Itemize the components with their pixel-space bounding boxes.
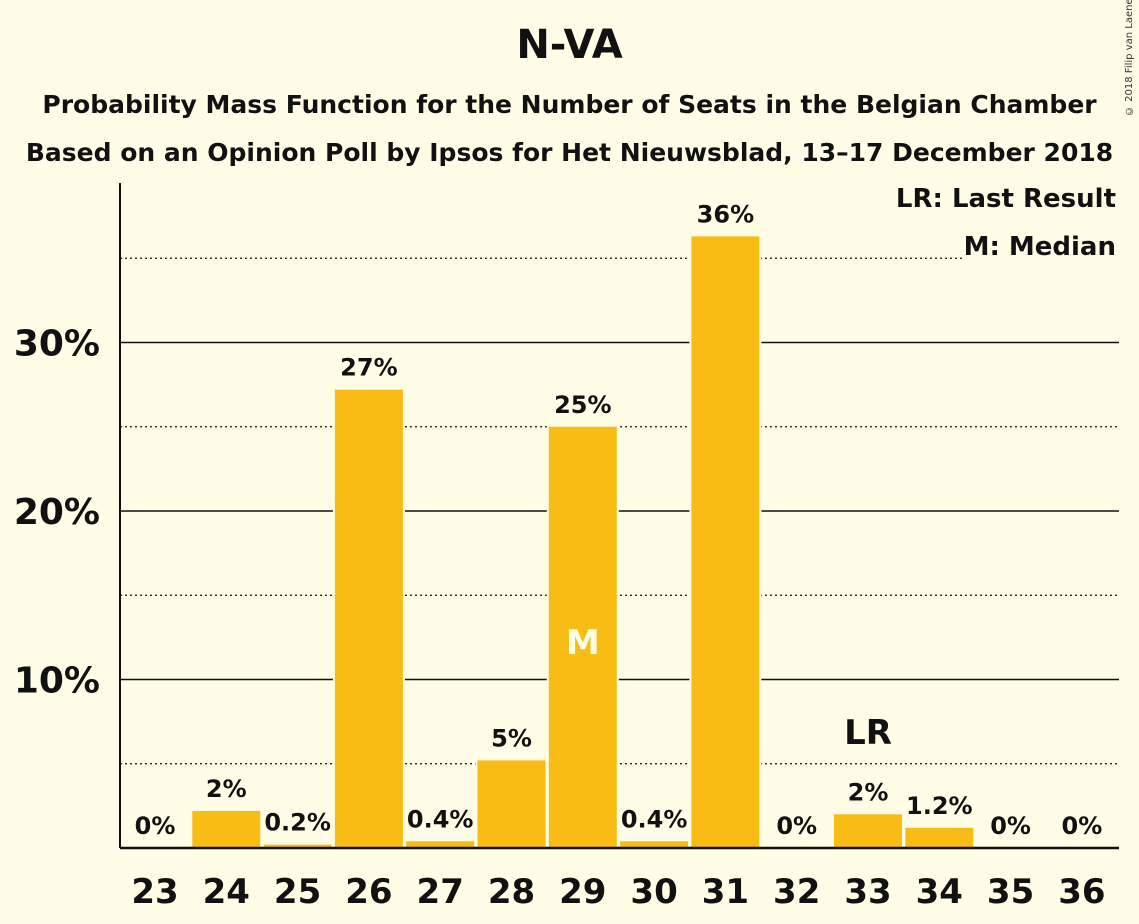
x-tick-label: 35 — [987, 872, 1034, 912]
chart-subtitle-source: Based on an Opinion Poll by Ipsos for He… — [25, 138, 1114, 167]
bar-value-label: 0% — [776, 812, 817, 840]
legend-median: M: Median — [961, 232, 1118, 262]
bar-seat-28 — [477, 760, 546, 848]
chart-subtitle: Probability Mass Function for the Number… — [42, 90, 1097, 119]
x-tick-label: 27 — [417, 872, 464, 912]
bar-value-label: 27% — [340, 354, 397, 382]
bar-seat-34 — [905, 827, 974, 848]
x-tick-label: 26 — [345, 872, 392, 912]
x-tick-label: 31 — [702, 872, 749, 912]
bar-value-label: 2% — [848, 778, 889, 806]
bar-value-label: 0.2% — [264, 809, 331, 837]
y-tick-label: 10% — [14, 661, 100, 702]
legend-last-result: LR: Last Result — [893, 184, 1118, 214]
bar-seat-26 — [334, 389, 403, 848]
bar-value-label: 1.2% — [906, 792, 973, 820]
median-marker: M — [566, 623, 600, 663]
bar-value-label: 0.4% — [621, 805, 688, 833]
y-tick-label: 30% — [14, 324, 100, 365]
bar-value-label: 0% — [135, 812, 176, 840]
x-tick-label: 33 — [844, 872, 891, 912]
y-tick-label: 20% — [14, 492, 100, 533]
bar-seat-29 — [548, 426, 617, 848]
bar-value-label: 2% — [206, 775, 247, 803]
bar-value-label: 0% — [990, 812, 1031, 840]
x-tick-label: 36 — [1058, 872, 1105, 912]
bar-seat-27 — [406, 841, 475, 848]
x-tick-label: 23 — [131, 872, 178, 912]
x-tick-label: 24 — [203, 872, 250, 912]
bar-seat-30 — [620, 841, 689, 848]
bar-value-label: 0.4% — [407, 805, 474, 833]
bar-value-label: 0% — [1062, 812, 1103, 840]
bar-seat-24 — [192, 810, 261, 848]
bar-seat-33 — [834, 814, 902, 848]
x-tick-label: 29 — [559, 872, 606, 912]
bar-seat-31 — [691, 236, 760, 849]
chart-title: N-VA — [516, 22, 623, 68]
bar-value-label: 36% — [697, 200, 754, 228]
bar-seat-25 — [263, 844, 332, 848]
x-tick-label: 28 — [488, 872, 535, 912]
x-tick-label: 25 — [274, 872, 321, 912]
bar-value-label: 25% — [554, 391, 611, 419]
bar-value-label: 5% — [491, 724, 532, 752]
x-tick-label: 30 — [630, 872, 677, 912]
last-result-marker: LR — [844, 713, 892, 753]
x-tick-label: 32 — [773, 872, 820, 912]
x-tick-label: 34 — [916, 872, 963, 912]
